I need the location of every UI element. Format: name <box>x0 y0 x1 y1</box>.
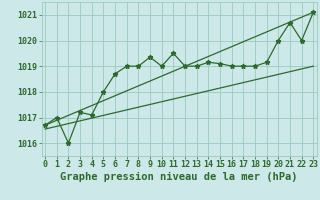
X-axis label: Graphe pression niveau de la mer (hPa): Graphe pression niveau de la mer (hPa) <box>60 172 298 182</box>
